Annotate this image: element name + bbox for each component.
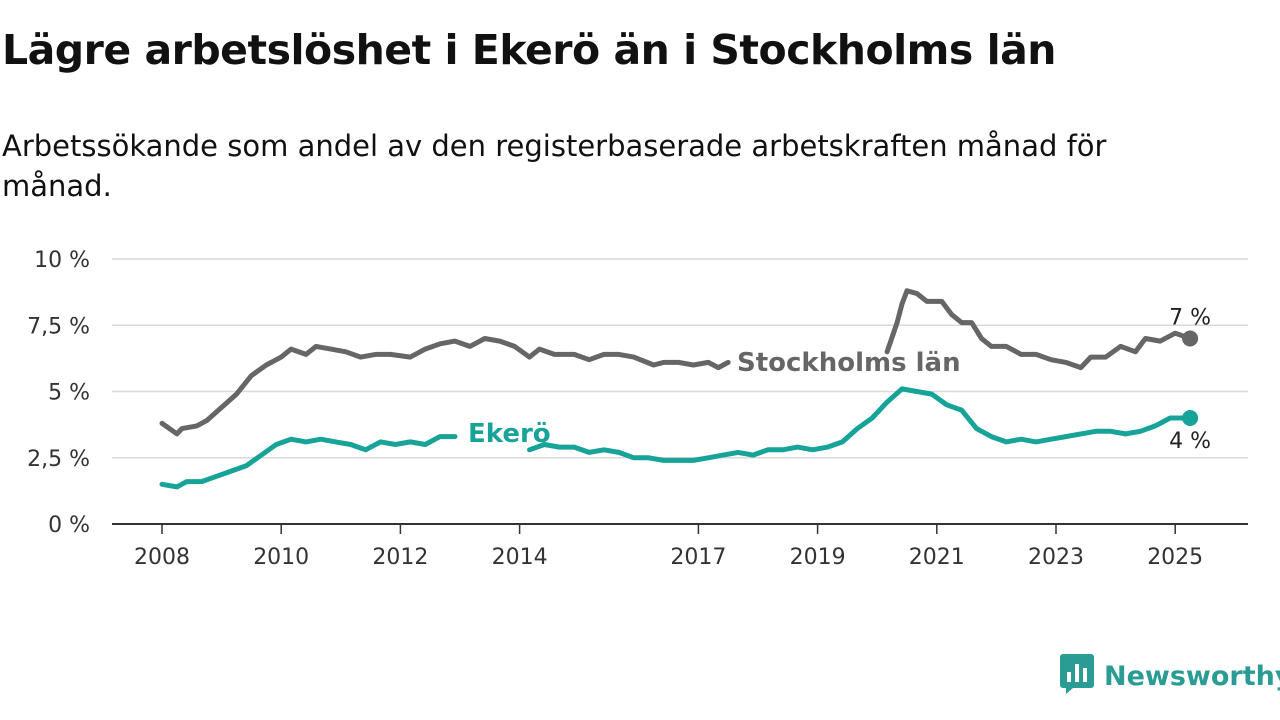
- end-label-stockholms-lan: 7 %: [1169, 306, 1211, 331]
- y-tick-label: 10 %: [34, 248, 90, 273]
- series-label-ekero: Ekerö: [468, 419, 551, 449]
- y-tick-label: 2,5 %: [27, 447, 90, 472]
- x-tick-label: 2021: [909, 545, 965, 570]
- end-label-ekero: 4 %: [1169, 429, 1211, 454]
- series-line-stockholms-l-n: [159, 336, 731, 437]
- y-tick-label: 0 %: [48, 513, 90, 538]
- series-line-eker-: [159, 434, 458, 490]
- x-tick-label: 2012: [372, 545, 428, 570]
- end-marker-stockholms-l-n: [1182, 330, 1199, 347]
- x-tick-label: 2025: [1147, 545, 1203, 570]
- x-tick-label: 2019: [790, 545, 846, 570]
- x-tick-label: 2017: [670, 545, 726, 570]
- series-label-stockholms-lan: Stockholms län: [737, 348, 961, 378]
- brand-name: Newsworthy: [1104, 660, 1280, 692]
- y-tick-label: 5 %: [48, 381, 90, 406]
- y-tick-label: 7,5 %: [27, 314, 90, 339]
- x-tick-label: 2008: [134, 545, 190, 570]
- x-tick-label: 2010: [253, 545, 309, 570]
- chart-title: Lägre arbetslöshet i Ekerö än i Stockhol…: [2, 26, 1057, 74]
- newsworthy-logo-icon: [1060, 654, 1094, 698]
- x-tick-label: 2014: [492, 545, 548, 570]
- chart-subtitle: Arbetssökande som andel av den registerb…: [2, 129, 1107, 203]
- x-tick-label: 2023: [1028, 545, 1084, 570]
- series-line-stockholms-l-n: [884, 288, 1193, 371]
- end-marker-eker-: [1182, 410, 1199, 426]
- series-line-eker-: [527, 386, 1193, 463]
- brand-logo: Newsworthy: [1060, 654, 1280, 698]
